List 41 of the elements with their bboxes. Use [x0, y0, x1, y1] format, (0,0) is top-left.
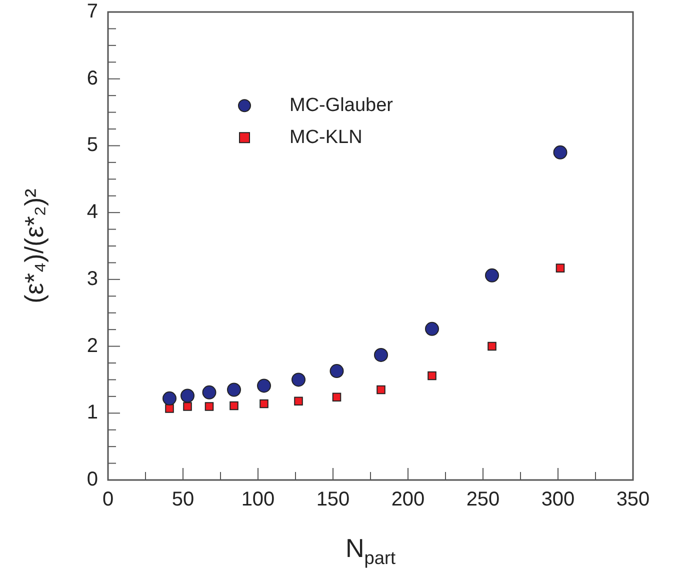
point [556, 264, 565, 272]
legend-label: MC-KLN [290, 126, 362, 148]
x-tick-label: 50 [172, 488, 194, 511]
point [374, 348, 388, 362]
legend-label: MC-Glauber [290, 94, 394, 116]
y-tick-label: 2 [86, 334, 98, 357]
point [180, 388, 194, 403]
point [165, 404, 174, 413]
point [485, 268, 499, 282]
point [428, 371, 436, 380]
point [202, 385, 216, 400]
point [204, 402, 214, 411]
point [553, 145, 568, 160]
point [425, 322, 439, 336]
y-axis-title: (ε*₄)/(ε*₂)² [19, 188, 50, 304]
x-tick-label: 250 [466, 488, 500, 511]
point [294, 396, 303, 406]
y-tick-label: 6 [86, 67, 98, 90]
point [162, 391, 176, 406]
point [488, 342, 496, 351]
y-tick-label: 1 [86, 402, 98, 424]
point [227, 382, 241, 397]
x-tick-label: 150 [316, 488, 350, 511]
x-tick-label: 350 [616, 488, 650, 511]
point [376, 385, 386, 394]
point [183, 402, 192, 411]
y-tick-label: 7 [86, 0, 98, 23]
point [230, 401, 238, 410]
y-tick-label: 4 [86, 201, 98, 224]
x-tick-label: 300 [541, 488, 575, 511]
point [330, 364, 344, 378]
y-tick-label: 0 [86, 468, 98, 491]
x-tick-label: 0 [102, 488, 114, 511]
point [332, 392, 342, 402]
y-tick-label: 3 [86, 268, 98, 290]
point [292, 372, 306, 387]
point [257, 378, 271, 393]
point [260, 399, 268, 408]
x-tick-label: 200 [391, 488, 425, 511]
y-tick-label: 5 [86, 134, 98, 156]
x-tick-label: 100 [241, 488, 275, 511]
